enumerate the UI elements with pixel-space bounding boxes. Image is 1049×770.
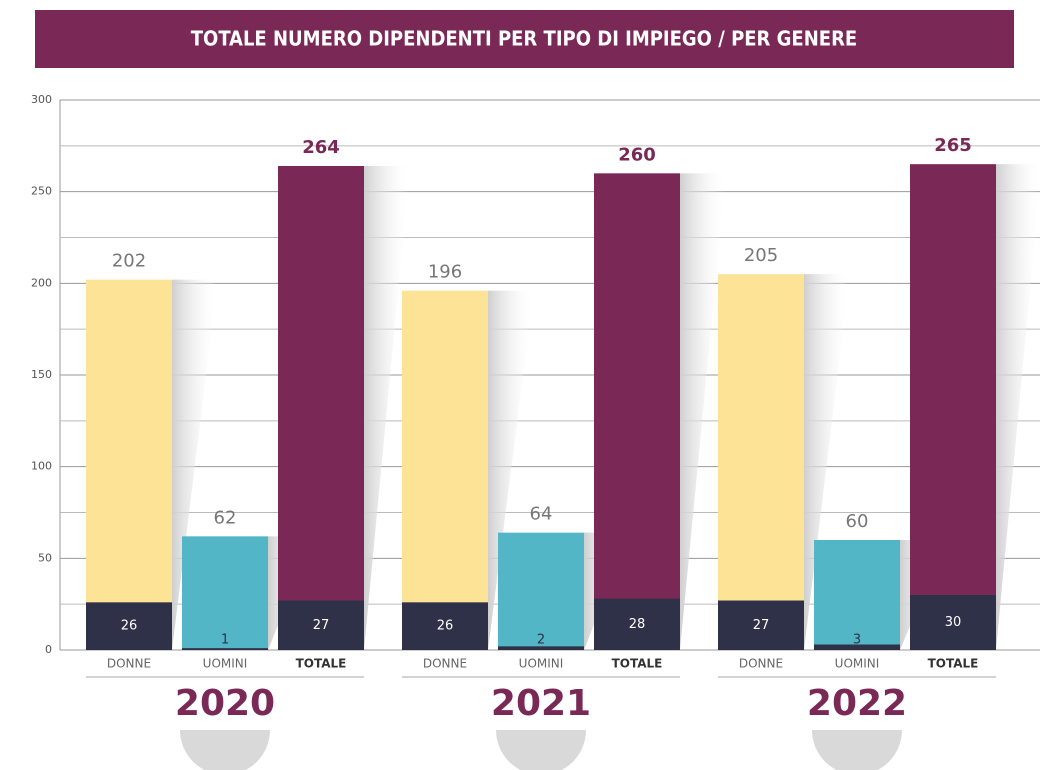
bar-shadow bbox=[680, 173, 726, 651]
bar-shadow bbox=[804, 274, 850, 650]
x-tick-label: UOMINI bbox=[519, 657, 564, 671]
bar bbox=[86, 279, 172, 650]
value-label: 64 bbox=[530, 504, 553, 525]
bar bbox=[498, 532, 584, 650]
value-label: 202 bbox=[112, 251, 146, 272]
group-disc bbox=[496, 730, 586, 770]
value-label: 60 bbox=[846, 511, 869, 532]
value-label: 265 bbox=[934, 135, 972, 156]
chart-title: TOTALE NUMERO DIPENDENTI PER TIPO DI IMP… bbox=[191, 27, 857, 51]
y-tick-label: 0 bbox=[45, 643, 52, 656]
inner-bar bbox=[402, 602, 488, 650]
inner-value-label: 26 bbox=[121, 619, 138, 634]
bar bbox=[182, 536, 268, 650]
inner-value-label: 26 bbox=[437, 619, 454, 634]
group-label: 2020 bbox=[175, 683, 275, 724]
bar bbox=[278, 166, 364, 650]
group-label: 2021 bbox=[491, 683, 591, 724]
x-tick-label: DONNE bbox=[739, 657, 783, 671]
inner-bar bbox=[594, 598, 680, 650]
bar bbox=[910, 164, 996, 650]
value-label: 196 bbox=[428, 262, 462, 283]
inner-bar bbox=[498, 646, 584, 650]
value-label: 260 bbox=[618, 144, 656, 165]
y-tick-label: 300 bbox=[31, 93, 52, 106]
title-banner bbox=[35, 10, 1014, 68]
value-label: 62 bbox=[214, 507, 237, 528]
inner-value-label: 27 bbox=[313, 618, 330, 633]
x-tick-label: DONNE bbox=[423, 657, 467, 671]
x-tick-label: TOTALE bbox=[928, 657, 979, 671]
y-tick-label: 250 bbox=[31, 185, 52, 198]
x-tick-label: DONNE bbox=[107, 657, 151, 671]
bar-shadow bbox=[488, 290, 534, 650]
value-label: 205 bbox=[744, 245, 778, 266]
bar bbox=[814, 540, 900, 650]
x-tick-label: UOMINI bbox=[203, 657, 248, 671]
x-tick-label: TOTALE bbox=[612, 657, 663, 671]
bar-shadow bbox=[996, 164, 1042, 650]
y-tick-label: 150 bbox=[31, 368, 52, 381]
inner-value-label: 3 bbox=[853, 633, 861, 648]
y-tick-label: 200 bbox=[31, 276, 52, 289]
inner-value-label: 1 bbox=[221, 633, 229, 648]
y-tick-label: 100 bbox=[31, 460, 52, 473]
inner-value-label: 30 bbox=[945, 615, 962, 630]
bar bbox=[594, 173, 680, 651]
bar bbox=[402, 290, 488, 650]
inner-value-label: 28 bbox=[629, 617, 646, 632]
bar-shadow bbox=[172, 279, 218, 650]
inner-bar bbox=[278, 600, 364, 650]
bar-shadow bbox=[364, 166, 410, 650]
inner-bar bbox=[910, 595, 996, 650]
inner-value-label: 2 bbox=[537, 633, 545, 648]
inner-bar bbox=[86, 602, 172, 650]
group-disc bbox=[180, 730, 270, 770]
group-label: 2022 bbox=[807, 683, 907, 724]
inner-bar bbox=[182, 648, 268, 650]
x-tick-label: UOMINI bbox=[835, 657, 880, 671]
inner-value-label: 27 bbox=[753, 618, 770, 633]
inner-bar bbox=[814, 644, 900, 650]
value-label: 264 bbox=[302, 137, 340, 158]
group-disc bbox=[812, 730, 902, 770]
inner-bar bbox=[718, 600, 804, 650]
x-tick-label: TOTALE bbox=[296, 657, 347, 671]
y-tick-label: 50 bbox=[38, 551, 52, 564]
bar bbox=[718, 274, 804, 650]
